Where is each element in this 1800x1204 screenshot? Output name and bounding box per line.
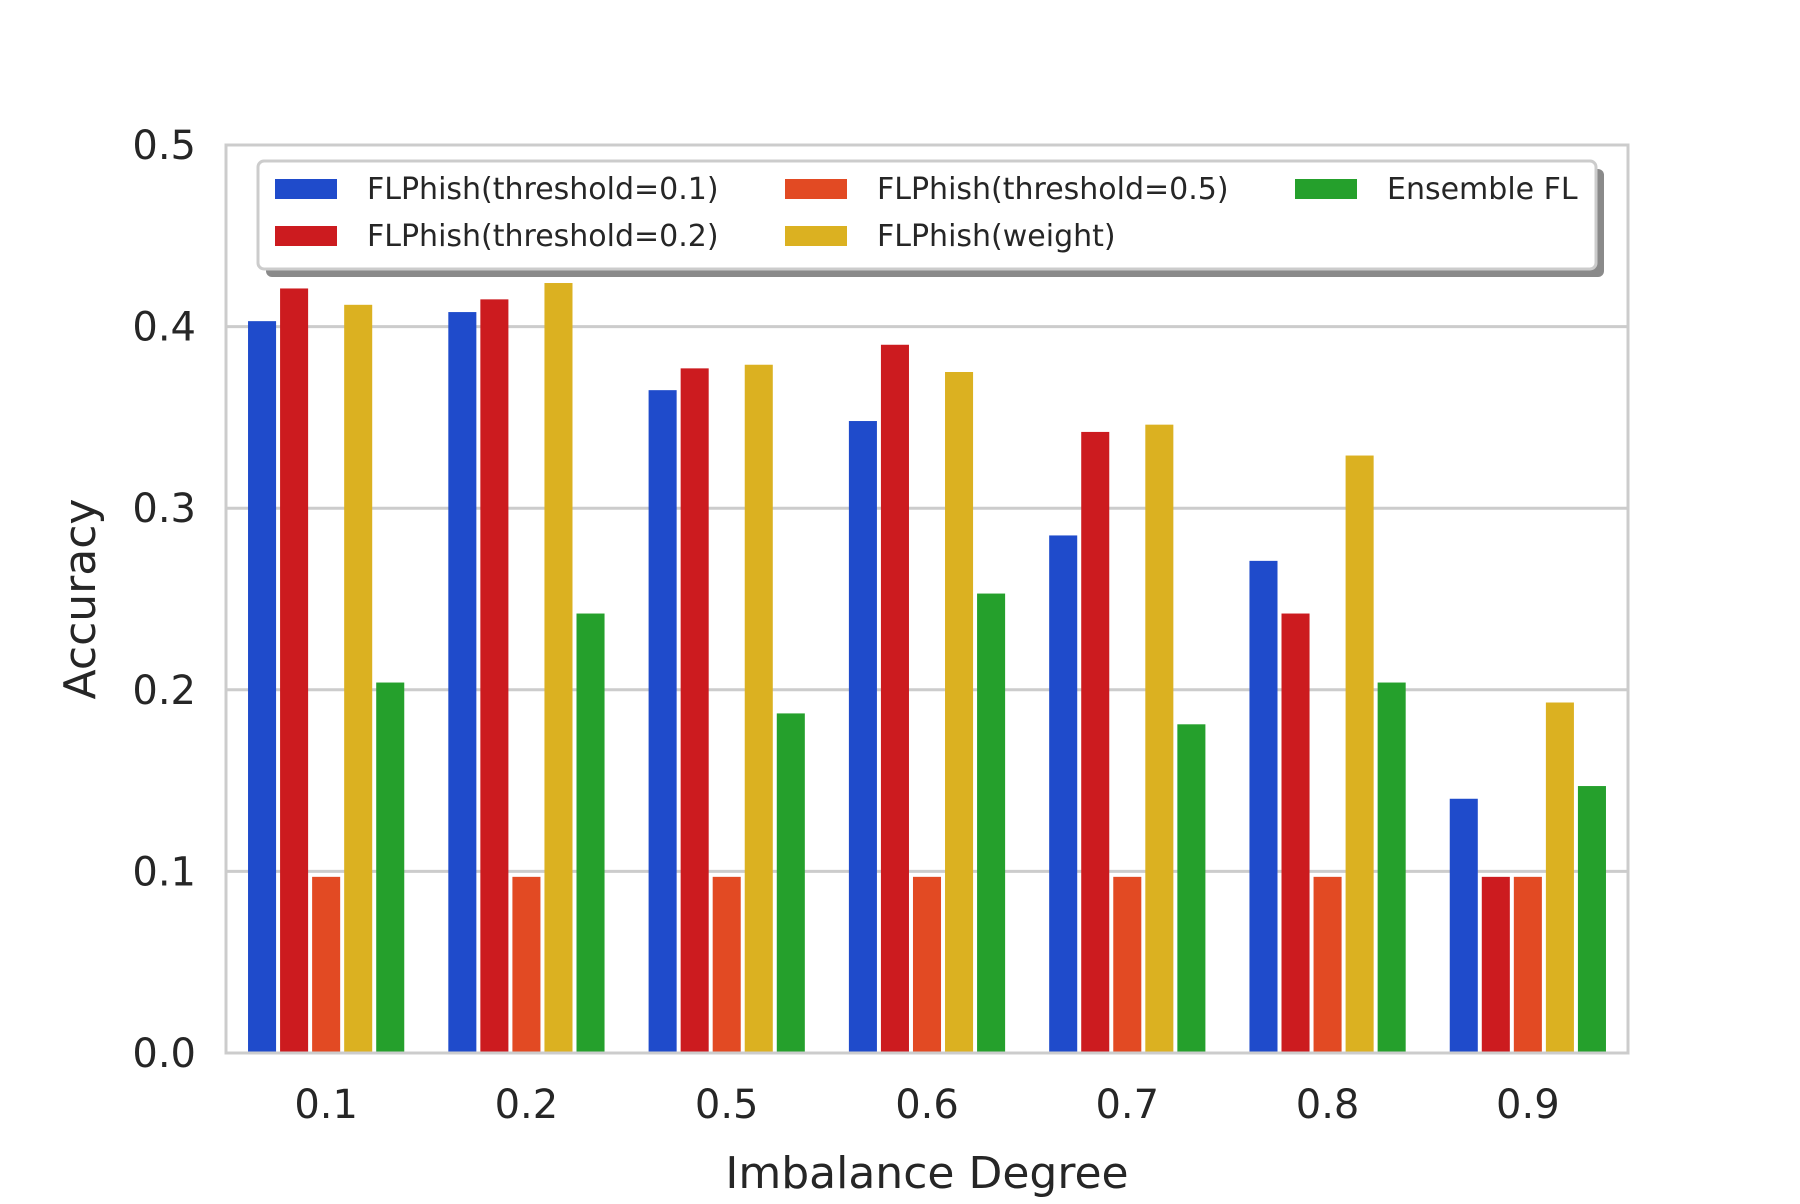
legend-box — [256, 159, 1598, 271]
bar — [680, 368, 709, 1053]
y-tick-label: 0.3 — [132, 486, 196, 532]
x-tick-label: 0.8 — [1296, 1082, 1360, 1128]
legend-swatch — [785, 179, 847, 199]
legend-label: FLPhish(threshold=0.1) — [367, 172, 719, 207]
bar — [945, 372, 974, 1053]
bar — [1049, 535, 1078, 1053]
legend-swatch — [275, 226, 337, 246]
legend: FLPhish(threshold=0.1) FLPhish(threshold=… — [256, 159, 1604, 277]
bar — [1345, 455, 1374, 1053]
y-tick-label: 0.4 — [132, 305, 196, 351]
bar — [648, 390, 677, 1053]
legend-label: FLPhish(threshold=0.2) — [367, 219, 719, 254]
bar — [576, 613, 605, 1053]
bar — [1081, 431, 1110, 1054]
y-tick-label: 0.0 — [132, 1031, 196, 1077]
bar — [977, 593, 1006, 1053]
plot-frame — [224, 143, 1630, 1055]
bar — [1281, 613, 1310, 1053]
bar — [1513, 876, 1542, 1053]
legend-swatch — [785, 226, 847, 246]
bar — [912, 876, 942, 1053]
bar — [1113, 876, 1142, 1053]
bar — [1177, 724, 1206, 1053]
x-tick-label: 0.6 — [895, 1082, 959, 1128]
bar — [512, 876, 541, 1053]
bar — [248, 321, 277, 1054]
bars — [248, 283, 1606, 1054]
legend-swatch — [1295, 179, 1357, 199]
y-tick-label: 0.2 — [132, 668, 196, 714]
bar — [1249, 560, 1278, 1053]
bar — [1545, 702, 1574, 1053]
y-axis-title: Accuracy — [55, 499, 106, 700]
bar — [776, 713, 805, 1053]
legend-label: FLPhish(threshold=0.5) — [877, 172, 1229, 207]
legend-swatch — [275, 179, 337, 199]
bar — [880, 344, 909, 1053]
bar — [1145, 424, 1174, 1053]
x-tick-label: 0.7 — [1095, 1082, 1159, 1128]
legend-label: FLPhish(weight) — [877, 219, 1116, 254]
x-axis-title: Imbalance Degree — [725, 1148, 1128, 1199]
y-axis-ticks: 0.0 0.1 0.2 0.3 0.4 0.5 — [132, 123, 196, 1077]
x-tick-label: 0.2 — [495, 1082, 559, 1128]
bar — [848, 421, 877, 1054]
bar — [312, 876, 341, 1053]
bar — [480, 299, 509, 1053]
bar — [744, 364, 773, 1054]
x-tick-label: 0.1 — [294, 1082, 358, 1128]
bar — [280, 288, 309, 1053]
grid-lines — [226, 325, 1628, 873]
bar — [544, 283, 573, 1053]
bar — [448, 312, 477, 1053]
bar — [1481, 876, 1510, 1053]
legend-label: Ensemble FL — [1387, 172, 1578, 207]
bar — [1449, 798, 1478, 1053]
x-tick-label: 0.5 — [695, 1082, 759, 1128]
bar — [1313, 876, 1342, 1053]
y-tick-label: 0.5 — [132, 123, 196, 169]
bar — [376, 682, 405, 1053]
y-tick-label: 0.1 — [132, 849, 196, 895]
bar — [1577, 786, 1606, 1053]
x-axis-ticks: 0.1 0.2 0.5 0.6 0.7 0.8 0.9 — [294, 1082, 1559, 1128]
bar — [1377, 682, 1406, 1053]
bar — [712, 876, 741, 1053]
x-tick-label: 0.9 — [1496, 1082, 1560, 1128]
bar — [344, 304, 373, 1054]
